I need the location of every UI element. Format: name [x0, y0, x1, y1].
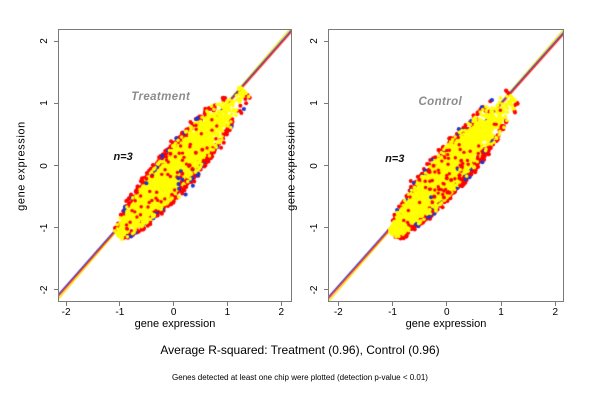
y-tick-label: -2: [39, 285, 50, 295]
x-tick-mark: [226, 302, 228, 306]
y-tick-label: -1: [39, 223, 50, 232]
x-tick-mark: [173, 302, 175, 306]
x-tick-mark: [337, 302, 339, 306]
x-tick-label: 2: [552, 307, 559, 318]
panel-title: Control: [418, 96, 463, 109]
x-axis-label: gene expression: [405, 318, 487, 330]
plot-frame: [58, 29, 292, 302]
x-tick-mark: [280, 302, 282, 306]
x-tick-mark: [554, 302, 556, 306]
x-tick-mark: [446, 302, 448, 306]
y-axis-label: gene expression: [285, 120, 298, 211]
x-tick-label: 0: [170, 307, 177, 318]
x-tick-label: 1: [224, 307, 231, 318]
panel-title: Treatment: [131, 91, 191, 104]
y-tick-label: 0: [309, 162, 320, 169]
x-tick-label: 2: [278, 307, 285, 318]
y-tick-label: 2: [39, 38, 50, 45]
y-tick-mark: [324, 289, 328, 291]
scatter-panel-control: Control n=3 gene expression gene express…: [286, 29, 564, 330]
scatter-canvas-control: [328, 29, 564, 302]
x-tick-label: -2: [333, 307, 343, 318]
y-tick-label: 1: [309, 100, 320, 107]
x-tick-label: 1: [498, 307, 504, 318]
sample-size-annotation: n=3: [113, 150, 133, 163]
y-tick-mark: [324, 102, 328, 104]
y-tick-mark: [54, 165, 58, 166]
x-tick-mark: [392, 302, 394, 306]
y-tick-mark: [54, 40, 58, 42]
y-tick-mark: [324, 165, 328, 166]
y-axis-label: gene expression: [15, 120, 28, 211]
x-axis-label: gene expression: [134, 318, 216, 330]
y-tick-mark: [324, 227, 328, 229]
y-tick-mark: [324, 40, 328, 42]
y-tick-label: 2: [309, 38, 320, 45]
x-tick-label: 0: [444, 307, 450, 318]
x-tick-label: -1: [388, 307, 397, 318]
x-tick-label: -2: [61, 307, 71, 318]
y-tick-label: 0: [39, 162, 50, 169]
y-tick-mark: [54, 227, 58, 229]
scatter-canvas-treatment: [58, 29, 292, 302]
plot-frame: [328, 29, 564, 302]
caption-average-r-squared: Average R-squared: Treatment (0.96), Con…: [160, 343, 440, 357]
x-tick-mark: [65, 302, 67, 306]
y-tick-mark: [54, 289, 58, 291]
x-tick-label: -1: [115, 307, 125, 318]
caption-detection-note: Genes detected at least one chip were pl…: [172, 373, 428, 382]
y-tick-mark: [54, 102, 58, 104]
y-tick-label: -2: [309, 285, 320, 295]
sample-size-annotation: n=3: [385, 153, 405, 166]
x-tick-mark: [500, 302, 502, 306]
y-tick-label: 1: [39, 100, 50, 107]
y-tick-label: -1: [309, 223, 320, 232]
x-tick-mark: [119, 302, 121, 306]
scatter-panel-treatment: Treatment n=3 gene expression gene expre…: [16, 29, 292, 330]
